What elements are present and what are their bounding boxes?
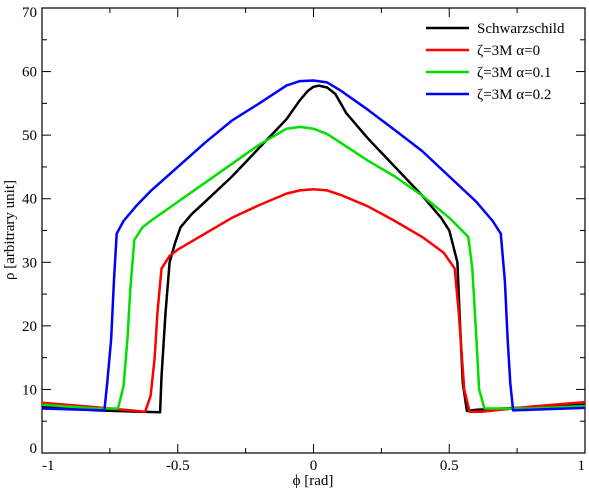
y-axis-ticks: 0 10 20 30 40 50 60 70 bbox=[22, 5, 585, 457]
x-tick-label: 0.5 bbox=[440, 458, 459, 474]
legend: Schwarzschild ζ=3M α=0 ζ=3M α=0.1 ζ=3M α=0.… bbox=[426, 21, 565, 103]
y-tick-label: 70 bbox=[22, 5, 37, 21]
x-tick-label: 1 bbox=[578, 458, 586, 474]
x-axis-label: ϕ [rad] bbox=[293, 473, 334, 489]
x-tick-label: -1 bbox=[42, 458, 55, 474]
series-line-2 bbox=[41, 125, 586, 410]
legend-label: ζ=3M α=0.1 bbox=[477, 65, 551, 81]
series-line-0 bbox=[41, 84, 586, 414]
y-axis-label: ρ [arbitrary unit] bbox=[2, 180, 18, 280]
x-tick-label: -0.5 bbox=[166, 458, 190, 474]
y-tick-label: 40 bbox=[22, 192, 37, 208]
y-tick-label: 50 bbox=[22, 128, 37, 144]
y-tick-label: 30 bbox=[22, 255, 37, 271]
y-tick-label: 20 bbox=[22, 319, 37, 335]
legend-label: ζ=3M α=0 bbox=[477, 43, 540, 59]
series-line-3 bbox=[41, 79, 586, 412]
x-axis-ticks: -1 -0.5 0 0.5 1 bbox=[41, 8, 586, 474]
legend-label: Schwarzschild bbox=[477, 21, 565, 37]
y-tick-label: 0 bbox=[30, 441, 38, 457]
legend-label: ζ=3M α=0.2 bbox=[477, 87, 551, 103]
series-line-1 bbox=[41, 187, 586, 413]
y-tick-label: 60 bbox=[22, 65, 37, 81]
x-tick-label: 0 bbox=[310, 458, 318, 474]
series-layer bbox=[41, 79, 586, 414]
y-tick-label: 10 bbox=[22, 382, 37, 398]
